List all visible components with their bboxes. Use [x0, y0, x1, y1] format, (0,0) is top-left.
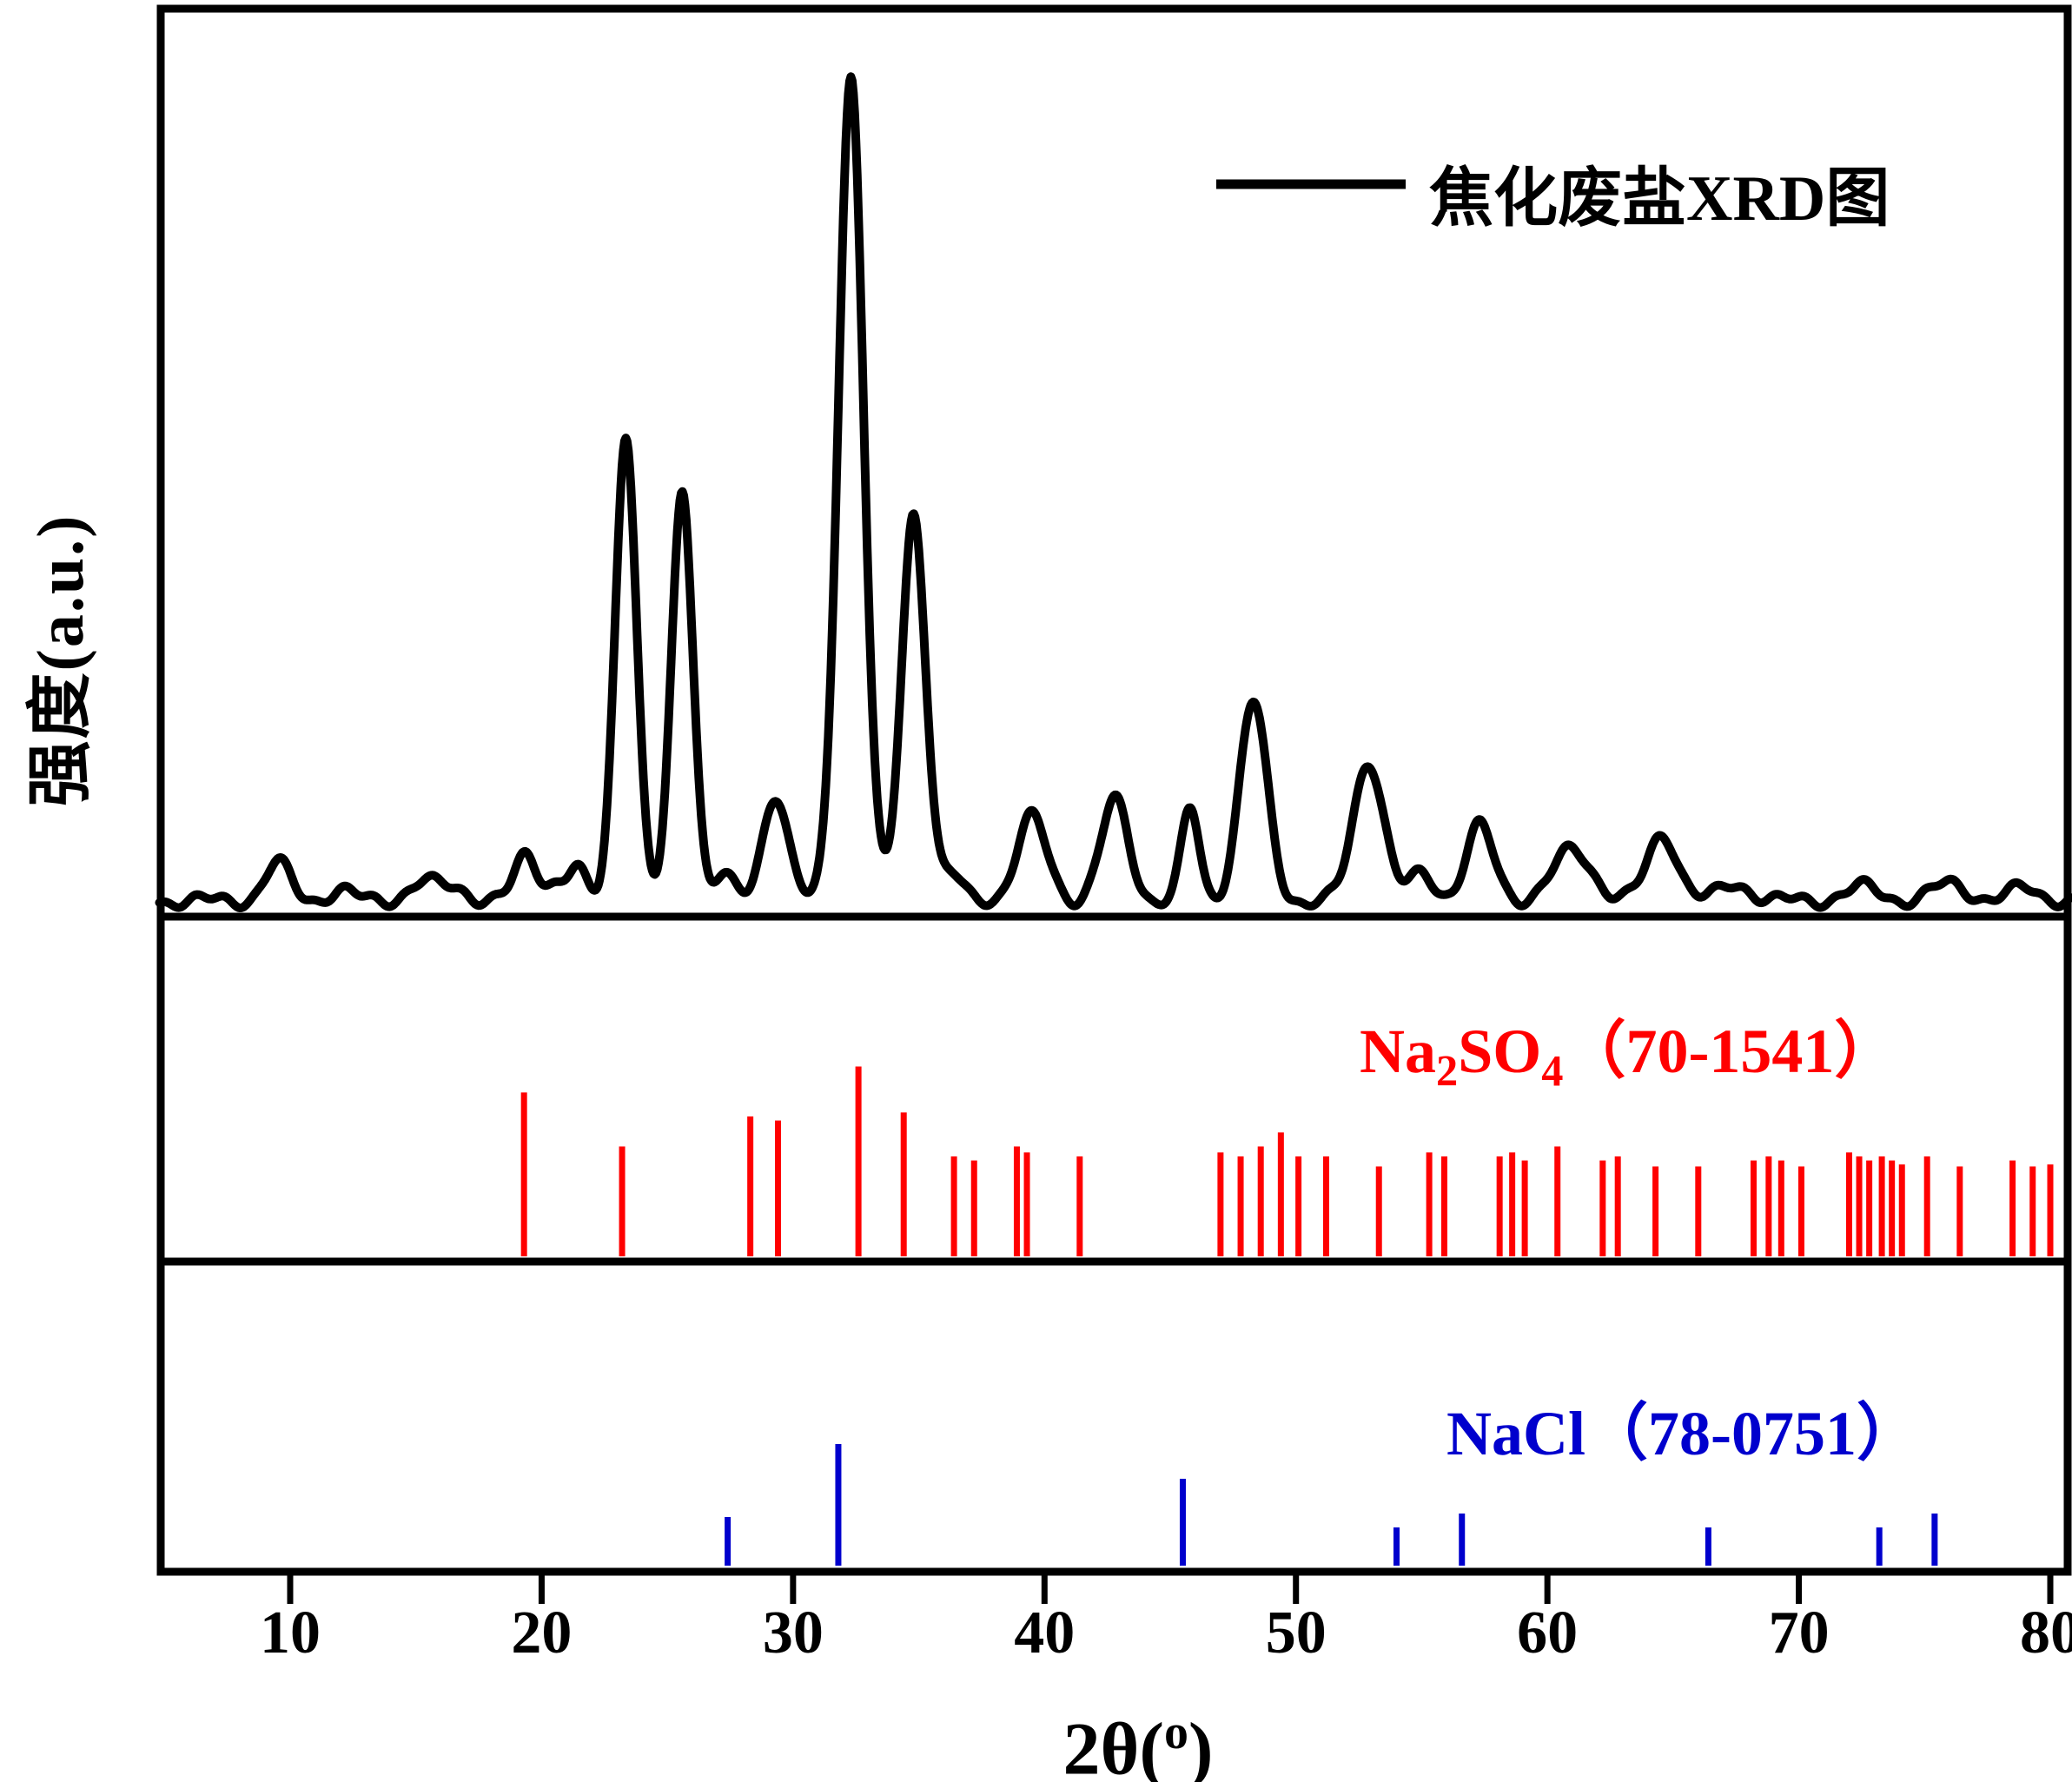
na2so4-label-id: （70-1541）	[1563, 1017, 1897, 1086]
x-tick-label: 60	[1517, 1600, 1579, 1666]
x-tick-label: 10	[260, 1600, 321, 1666]
legend-label: 焦化废盐XRD图	[1429, 146, 1890, 239]
nacl-label-id: （78-0751）	[1585, 1399, 1919, 1468]
x-tick-label: 40	[1014, 1600, 1076, 1666]
legend-label-text: 焦化废盐XRD图	[1429, 163, 1890, 235]
x-axis-label-base: 2θ(	[1062, 1706, 1164, 1782]
y-axis-label: 强度(a.u.)	[6, 514, 102, 807]
x-axis-label-sup: o	[1163, 1706, 1188, 1759]
na2so4-label-sub: 2	[1436, 1046, 1459, 1096]
nacl-reference-label: NaCl（78-0751）	[1446, 1381, 1919, 1473]
na2so4-label-part: Na	[1360, 1017, 1436, 1086]
axes-frame	[156, 4, 2072, 1576]
x-tick-label: 80	[2020, 1600, 2072, 1666]
na2so4-label-part: SO	[1458, 1017, 1542, 1086]
nacl-label-part: NaCl	[1446, 1399, 1585, 1468]
x-axis-label: 2θ(o)	[1025, 1705, 1251, 1782]
y-axis-label-text: 强度(a.u.)	[24, 513, 97, 807]
x-tick-label: 50	[1265, 1600, 1327, 1666]
na2so4-reference-label: Na2SO4（70-1541）	[1360, 999, 1897, 1096]
x-axis-label-close: )	[1188, 1706, 1214, 1782]
x-tick-label: 30	[762, 1600, 824, 1666]
x-tick-label: 20	[511, 1600, 573, 1666]
xrd-curve	[155, 72, 2072, 912]
x-tick-label: 70	[1768, 1600, 1830, 1666]
na2so4-label-sub: 4	[1541, 1046, 1564, 1096]
